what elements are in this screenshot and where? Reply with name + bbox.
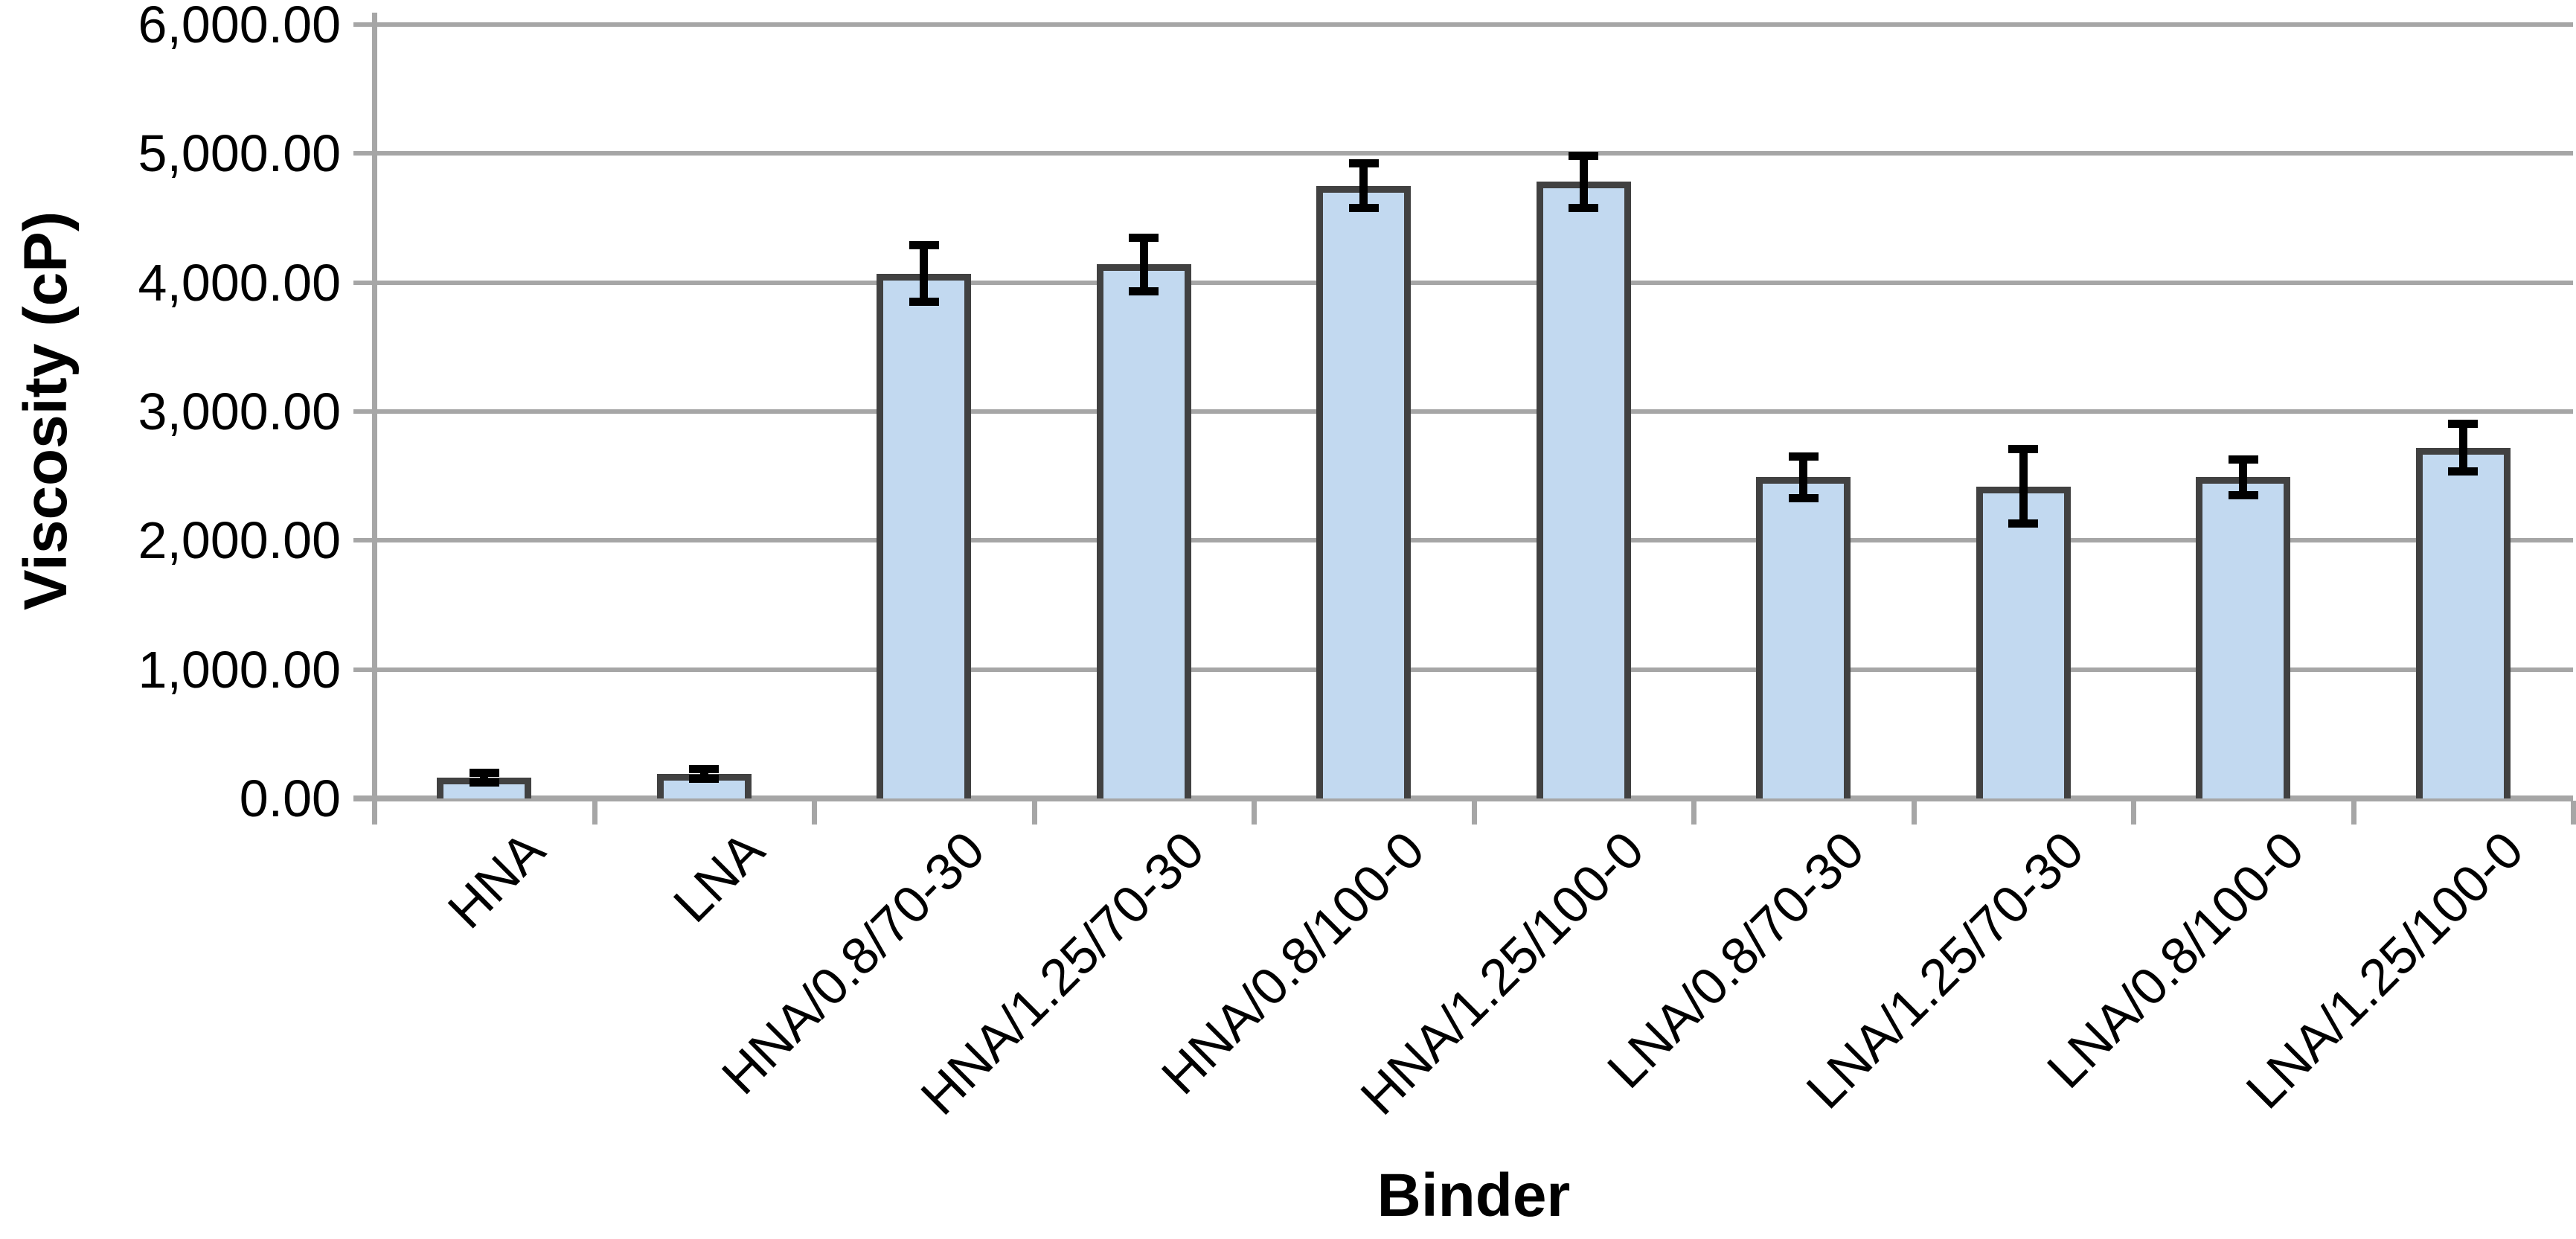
y-axis-tick-mark [353, 538, 374, 543]
error-bar-line [1579, 155, 1588, 208]
x-axis-tick-mark [1471, 801, 1477, 825]
y-axis-line [372, 13, 377, 803]
error-bar-bottom-cap [1569, 204, 1599, 212]
error-bar-line [1799, 455, 1808, 499]
bar [2196, 477, 2291, 798]
error-bar-top-cap [2008, 445, 2039, 454]
y-axis-tick-mark [353, 22, 374, 27]
y-axis-tick-mark [353, 280, 374, 285]
gridline [374, 538, 2573, 543]
bar [1756, 477, 1851, 798]
x-axis-tick-mark [1252, 801, 1257, 825]
y-axis-tick-mark [353, 151, 374, 156]
x-axis-tick-label: LNA/1.25/100-0 [2235, 820, 2534, 1120]
y-axis-tick-label: 4,000.00 [138, 253, 341, 312]
x-axis-tick-mark [1691, 801, 1696, 825]
error-bar-bottom-cap [1788, 494, 1819, 502]
y-axis-tick-label: 0.00 [239, 769, 341, 827]
error-bar-top-cap [469, 769, 499, 778]
error-bar-bottom-cap [1348, 204, 1379, 212]
error-bar-line [699, 769, 708, 779]
error-bar-line [480, 772, 489, 784]
error-bar-line [2458, 423, 2467, 473]
y-axis-tick-mark [353, 409, 374, 414]
error-bar-top-cap [2448, 419, 2479, 428]
bar [877, 273, 972, 798]
x-axis-tick-mark [812, 801, 817, 825]
error-bar-line [2239, 459, 2248, 496]
bar [2415, 447, 2511, 798]
error-bar-top-cap [2228, 455, 2258, 464]
x-axis-tick-mark [1031, 801, 1037, 825]
error-bar-line [2019, 449, 2028, 524]
x-axis-tick-mark [592, 801, 597, 825]
gridline [374, 151, 2573, 156]
y-axis-tick-label: 2,000.00 [138, 511, 341, 570]
y-axis-tick-label: 3,000.00 [138, 382, 341, 441]
bar [1536, 182, 1631, 798]
x-axis-tick-mark [2571, 801, 2576, 825]
error-bar-top-cap [1788, 452, 1819, 461]
x-axis-tick-mark [372, 801, 377, 825]
error-bar-bottom-cap [2008, 519, 2039, 528]
error-bar-bottom-cap [1129, 286, 1159, 295]
error-bar-top-cap [909, 241, 939, 250]
x-axis-tick-label: HNA/1.25/70-30 [909, 820, 1215, 1126]
gridline [374, 22, 2573, 27]
y-axis-tick-label: 1,000.00 [138, 640, 341, 699]
error-bar-bottom-cap [909, 297, 939, 306]
x-axis-tick-mark [2351, 801, 2356, 825]
error-bar-bottom-cap [2448, 467, 2479, 476]
y-axis-tick-mark [353, 667, 374, 672]
bar [1316, 185, 1412, 798]
error-bar-line [1139, 237, 1148, 292]
x-axis-tick-label: HNA/0.8/70-30 [710, 820, 996, 1106]
error-bar-line [1359, 163, 1368, 208]
error-bar-top-cap [1569, 151, 1599, 160]
error-bar-top-cap [689, 765, 720, 774]
y-axis-tick-label: 6,000.00 [138, 0, 341, 54]
error-bar-bottom-cap [2228, 490, 2258, 499]
error-bar-bottom-cap [689, 775, 720, 783]
bar [1976, 486, 2071, 798]
error-bar-top-cap [1129, 234, 1159, 242]
gridline [374, 409, 2573, 414]
error-bar-line [920, 245, 929, 302]
x-axis-title: Binder [1377, 1162, 1571, 1229]
x-axis-tick-mark [1911, 801, 1917, 825]
error-bar-top-cap [1348, 159, 1379, 168]
error-bar-bottom-cap [469, 778, 499, 787]
gridline [374, 667, 2573, 672]
x-axis-tick-label: HNA [436, 820, 556, 940]
x-axis-line [353, 795, 2573, 801]
x-axis-tick-mark [2131, 801, 2136, 825]
gridline [374, 280, 2573, 285]
x-axis-tick-label: LNA/1.25/70-30 [1795, 820, 2095, 1120]
x-axis-tick-label: LNA [662, 820, 775, 934]
y-axis-tick-label: 5,000.00 [138, 124, 341, 183]
bar [1096, 264, 1191, 798]
x-axis-tick-label: LNA/0.8/100-0 [2036, 820, 2315, 1099]
